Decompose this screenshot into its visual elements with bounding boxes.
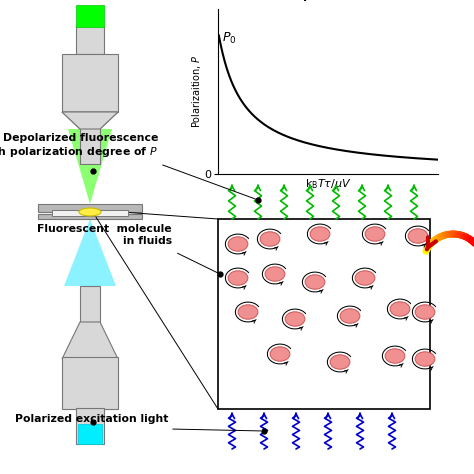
Polygon shape xyxy=(68,129,112,204)
Ellipse shape xyxy=(238,305,258,319)
Ellipse shape xyxy=(310,227,330,241)
Ellipse shape xyxy=(330,355,350,369)
Ellipse shape xyxy=(365,227,385,241)
Ellipse shape xyxy=(265,267,285,281)
Ellipse shape xyxy=(385,349,405,363)
Text: Relationship between $P$ and $T$: Relationship between $P$ and $T$ xyxy=(223,0,433,3)
Polygon shape xyxy=(62,112,118,129)
Ellipse shape xyxy=(228,237,248,251)
Ellipse shape xyxy=(305,275,325,289)
Ellipse shape xyxy=(415,352,435,366)
Bar xyxy=(76,408,104,444)
Bar xyxy=(80,128,100,164)
Ellipse shape xyxy=(79,208,101,216)
Ellipse shape xyxy=(285,312,305,326)
Ellipse shape xyxy=(340,309,360,323)
Polygon shape xyxy=(64,219,116,286)
Bar xyxy=(76,26,104,54)
Text: Fluorescent  molecule
in fluids: Fluorescent molecule in fluids xyxy=(37,224,172,246)
Bar xyxy=(76,5,104,27)
Bar xyxy=(38,214,142,219)
Ellipse shape xyxy=(270,347,290,361)
Bar xyxy=(218,219,430,409)
Ellipse shape xyxy=(355,271,375,285)
Bar xyxy=(78,424,102,444)
Bar xyxy=(80,286,100,322)
Ellipse shape xyxy=(260,232,280,246)
Bar xyxy=(52,210,128,216)
Ellipse shape xyxy=(408,229,428,243)
Ellipse shape xyxy=(390,302,410,316)
Polygon shape xyxy=(62,322,118,359)
Text: Depolarized fluorescence
with polarization degree of $P$: Depolarized fluorescence with polarizati… xyxy=(0,133,158,159)
Ellipse shape xyxy=(228,271,248,285)
Bar xyxy=(62,54,118,112)
Bar xyxy=(62,357,118,409)
Bar xyxy=(38,204,142,212)
Text: Polarized excitation light: Polarized excitation light xyxy=(15,414,168,424)
Polygon shape xyxy=(62,112,118,129)
Ellipse shape xyxy=(415,305,435,319)
